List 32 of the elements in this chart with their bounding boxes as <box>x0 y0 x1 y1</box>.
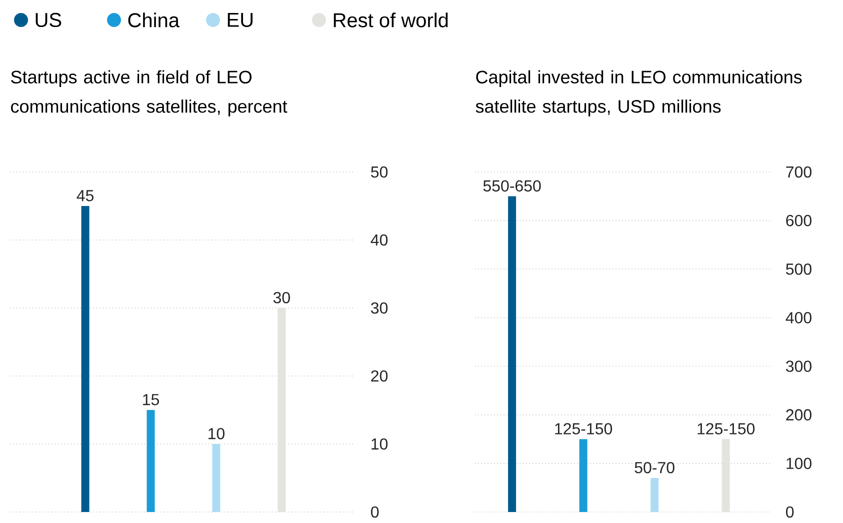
chart-title: Capital invested in LEO communications satellite startups, USD millions <box>476 70 802 116</box>
y-tick-label: 300 <box>786 360 812 372</box>
data-label: 30 <box>273 292 290 304</box>
data-label: 45 <box>76 190 94 202</box>
y-tick-label: 500 <box>786 263 812 275</box>
chart-title: Startups active in field of LEO communications satellites, percent <box>11 70 288 116</box>
bar <box>579 439 588 512</box>
data-label: 15 <box>143 394 159 406</box>
bar <box>722 439 730 512</box>
y-tick-label: 20 <box>371 370 388 382</box>
y-tick-label: 50 <box>371 166 388 178</box>
y-tick-label: 30 <box>370 302 388 314</box>
y-tick-label: 400 <box>786 312 812 324</box>
legend-label: US <box>36 12 62 28</box>
y-tick-label: 0 <box>371 506 379 518</box>
y-tick-label: 200 <box>786 409 812 420</box>
data-label: 125-150 <box>698 423 755 434</box>
data-label: 550-650 <box>483 180 541 192</box>
legend-label: China <box>128 12 180 28</box>
y-tick-label: 10 <box>372 438 388 450</box>
data-label: 50-70 <box>634 462 674 474</box>
y-tick-label: 0 <box>786 506 794 518</box>
y-tick-label: 100 <box>786 458 812 470</box>
bar <box>650 478 659 512</box>
data-label: 125-150 <box>555 423 612 434</box>
data-label: 10 <box>208 428 224 440</box>
y-tick-label: 40 <box>370 234 388 246</box>
y-tick-label: 700 <box>786 166 812 178</box>
y-tick-label: 600 <box>786 214 812 226</box>
legend-label: Rest of world <box>334 12 448 28</box>
bar <box>508 196 516 512</box>
legend-label: EU <box>228 13 253 27</box>
